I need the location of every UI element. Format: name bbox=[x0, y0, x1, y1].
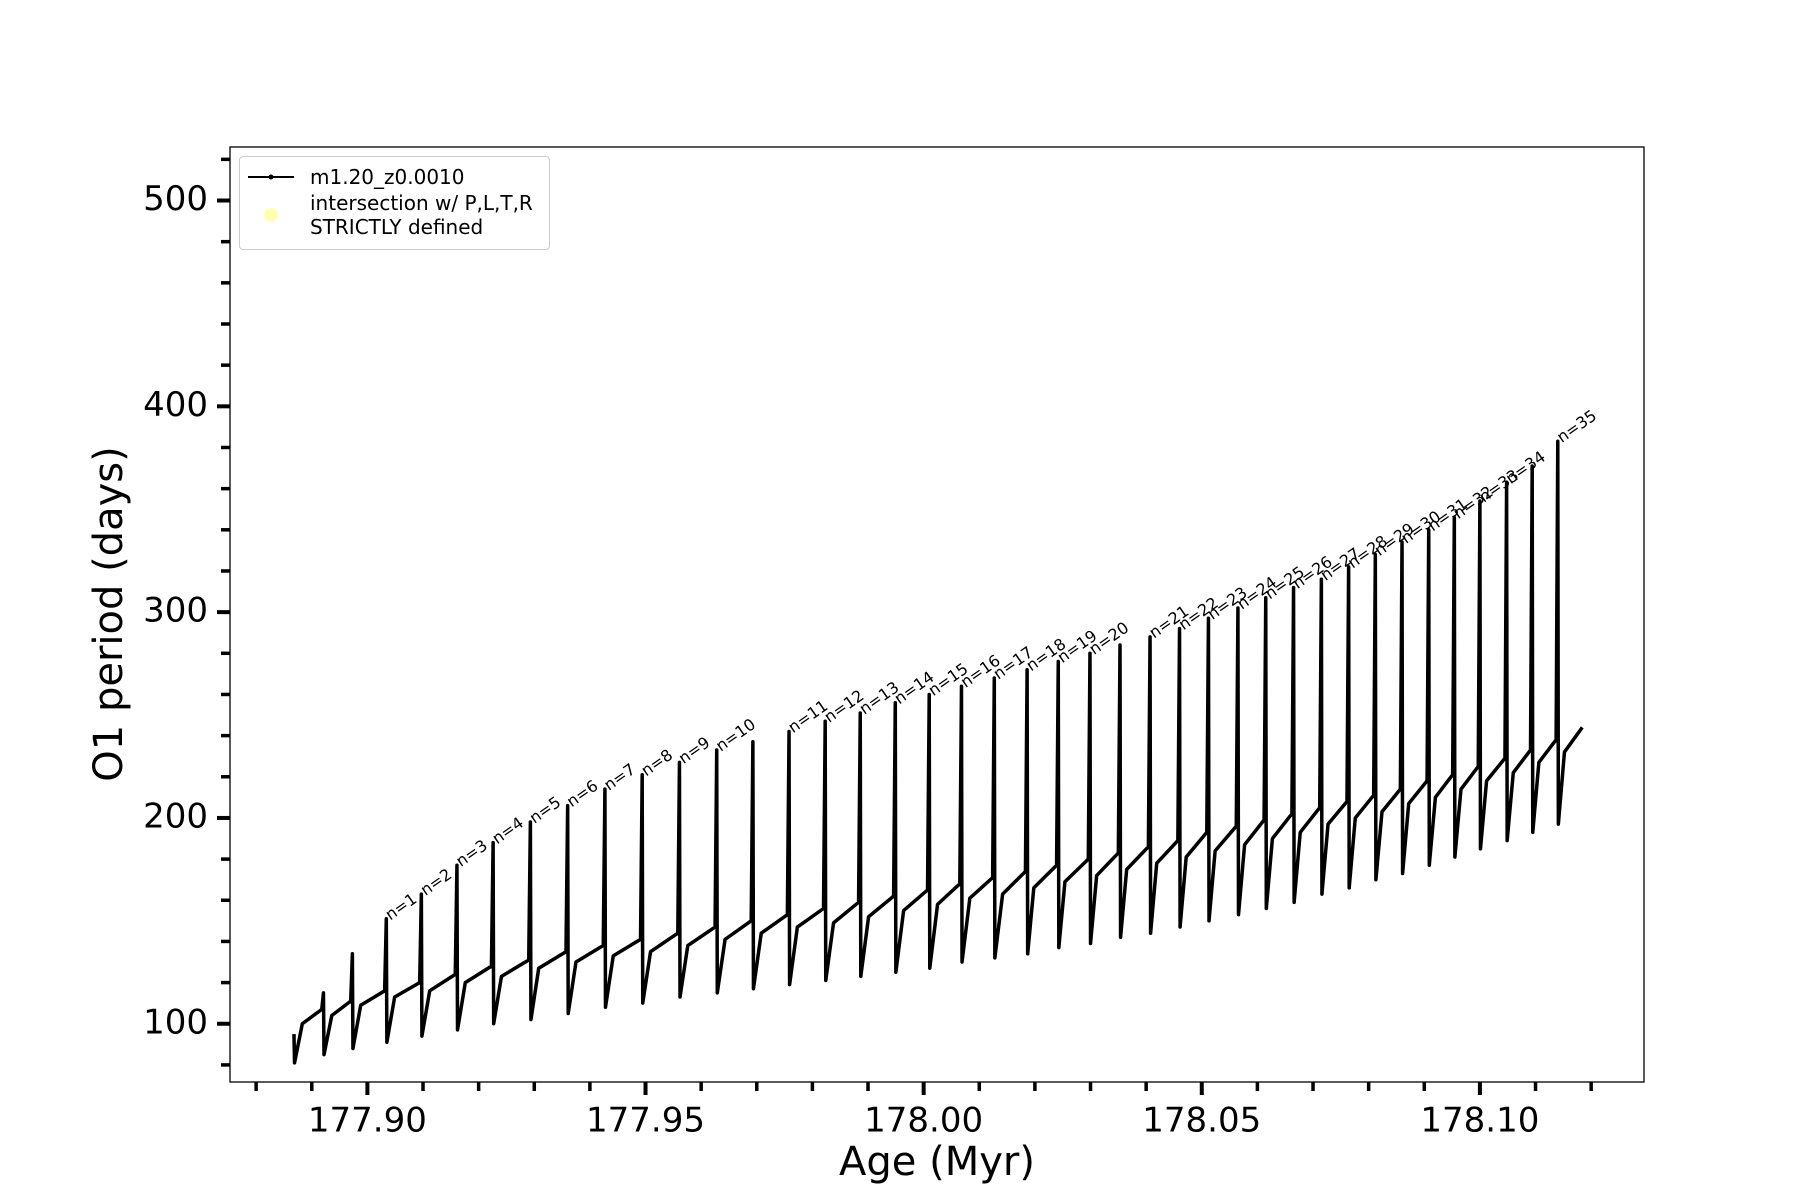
data-line bbox=[292, 439, 1584, 1065]
annotation: n=20 bbox=[1085, 618, 1132, 659]
annotation: n=35 bbox=[1553, 406, 1600, 447]
legend-marker bbox=[268, 174, 274, 180]
x-tick-label: 178.00 bbox=[864, 1101, 983, 1141]
legend-entry: m1.20_z0.0010 bbox=[240, 165, 549, 189]
legend-entry: intersection w/ P,L,T,R STRICTLY defined bbox=[240, 191, 549, 239]
y-axis-label: O1 period (days) bbox=[86, 446, 132, 781]
y-tick-label: 300 bbox=[143, 591, 208, 631]
legend-swatch bbox=[264, 208, 278, 222]
x-axis-label: Age (Myr) bbox=[839, 1139, 1035, 1185]
legend: m1.20_z0.0010 intersection w/ P,L,T,R STR… bbox=[239, 156, 550, 250]
legend-label: intersection w/ P,L,T,R STRICTLY defined bbox=[310, 191, 533, 239]
x-tick-label: 178.05 bbox=[1142, 1101, 1261, 1141]
annotation: n=34 bbox=[1502, 447, 1549, 488]
legend-label: m1.20_z0.0010 bbox=[310, 165, 465, 189]
x-tick-label: 178.10 bbox=[1420, 1101, 1539, 1141]
y-tick-label: 500 bbox=[143, 179, 208, 219]
legend-marker bbox=[264, 208, 278, 222]
y-tick-label: 200 bbox=[143, 796, 208, 836]
axes-frame bbox=[229, 146, 1645, 1083]
y-tick-label: 100 bbox=[143, 1002, 208, 1042]
x-tick-label: 177.95 bbox=[586, 1101, 705, 1141]
legend-swatch bbox=[248, 174, 294, 180]
x-tick-label: 177.90 bbox=[308, 1101, 427, 1141]
y-tick-label: 400 bbox=[143, 385, 208, 425]
